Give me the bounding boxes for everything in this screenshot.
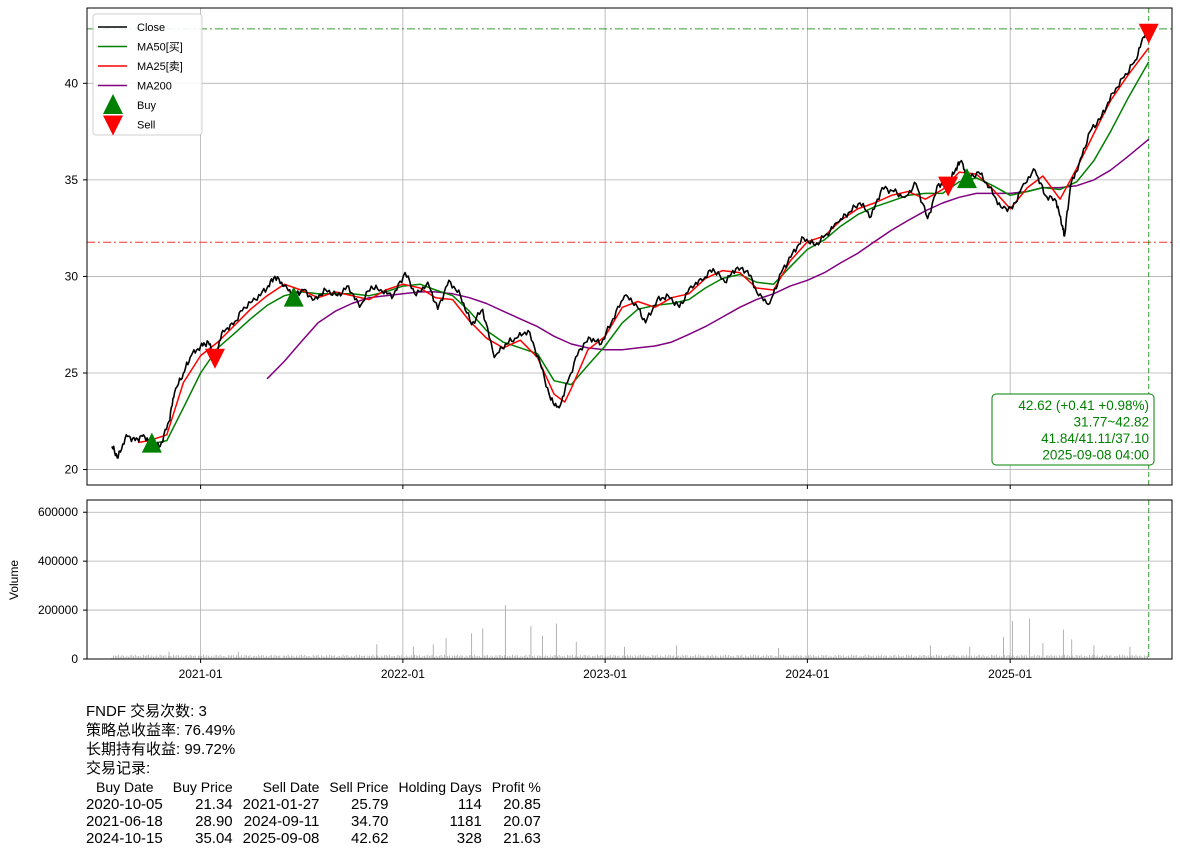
price-tick-label: 20 xyxy=(65,463,79,477)
series-line-ma25 xyxy=(137,47,1150,444)
table-row: 2020-10-05 21.34 2021-01-27 25.79 114 20… xyxy=(86,796,541,813)
last-price-annotation: 42.62 (+0.41 +0.98%) 31.77~42.8241.84/41.… xyxy=(991,393,1155,466)
legend-label-close: Close xyxy=(137,22,165,34)
trade-markers xyxy=(141,23,1159,453)
cell-holding-days: 328 xyxy=(456,830,482,847)
price-reference-lines xyxy=(87,8,1172,485)
annotation-line: 2025-09-08 04:00 xyxy=(1042,448,1149,463)
legend-label-ma200: MA200 xyxy=(137,81,172,93)
buy-hold-return: 长期持有收益: 99.72% xyxy=(86,741,236,758)
cell-buy-date: 2020-10-05 xyxy=(86,796,163,813)
cell-buy-date: 2024-10-15 xyxy=(86,830,163,847)
volume-axis-label: Volume xyxy=(7,560,21,600)
annotation-box xyxy=(991,393,1155,466)
cell-sell-price: 42.62 xyxy=(350,830,389,847)
price-tick-label: 30 xyxy=(65,269,79,283)
volume-panel: 0 200000 400000 600000 Volume 2021-01 2022-0… xyxy=(7,485,1173,681)
cell-profit: 20.85 xyxy=(503,796,541,813)
volume-tick-label: 400000 xyxy=(38,554,78,568)
legend-swatch-sell xyxy=(103,115,123,136)
volume-plot-frame xyxy=(86,499,1173,660)
sell-marker xyxy=(205,348,226,369)
price-panel: 20 25 30 35 40 Close MA50[买] MA25[卖] MA200 Buy Se… xyxy=(65,7,1173,486)
table-row: 2021-06-18 28.90 2024-09-11 34.70 1181 2… xyxy=(86,813,541,830)
cell-buy-price: 35.04 xyxy=(195,830,233,847)
trade-count: FNDF 交易次数: 3 xyxy=(86,703,207,720)
cell-buy-price: 21.34 xyxy=(195,796,233,813)
sell-marker xyxy=(1138,23,1159,44)
volume-tick-label: 600000 xyxy=(38,505,78,519)
legend-box xyxy=(92,13,203,136)
col-profit: Profit % xyxy=(491,779,541,795)
strategy-return: 策略总收益率: 76.49% xyxy=(86,722,236,739)
cell-buy-price: 28.90 xyxy=(195,813,233,830)
cell-sell-date: 2021-01-27 xyxy=(242,796,320,813)
price-series-lines xyxy=(111,31,1150,459)
x-tick-label: 2025-01 xyxy=(988,667,1032,681)
cell-profit: 20.07 xyxy=(503,813,541,830)
backtest-summary: FNDF 交易次数: 3 策略总收益率: 76.49% 长期持有收益: 99.7… xyxy=(86,702,786,847)
cell-sell-date: 2024-09-11 xyxy=(243,813,320,830)
buy-marker xyxy=(141,432,162,453)
x-tick-label: 2024-01 xyxy=(785,667,829,681)
legend-label-ma25: MA25[卖] xyxy=(137,60,183,73)
price-volume-chart: 20 25 30 35 40 Close MA50[买] MA25[卖] MA200 Buy Se… xyxy=(7,7,1173,681)
cell-holding-days: 114 xyxy=(457,796,482,813)
cell-buy-date: 2021-06-18 xyxy=(86,813,163,830)
records-label: 交易记录: xyxy=(86,760,151,777)
x-tick-label: 2022-01 xyxy=(381,667,425,681)
legend-label-sell: Sell xyxy=(137,120,155,132)
annotation-line: 31.77~42.82 xyxy=(1074,415,1149,430)
legend-swatch-buy xyxy=(103,94,123,114)
cell-holding-days: 1181 xyxy=(449,813,482,830)
series-line-close xyxy=(111,31,1150,459)
cell-sell-date: 2025-09-08 xyxy=(242,830,320,847)
price-y-ticks: 20 25 30 35 40 xyxy=(65,76,87,477)
price-tick-label: 40 xyxy=(65,76,79,90)
sell-marker xyxy=(938,176,959,197)
annotation-line: 42.62 (+0.41 +0.98%) xyxy=(1018,398,1149,413)
volume-grid xyxy=(87,500,1172,660)
col-sell-price: Sell Price xyxy=(329,779,389,795)
buy-marker xyxy=(956,168,977,189)
buy-marker xyxy=(283,286,304,307)
table-row: 2024-10-15 35.04 2025-09-08 42.62 328 21… xyxy=(86,830,541,847)
cell-profit: 21.63 xyxy=(503,830,541,847)
col-buy-date: Buy Date xyxy=(96,779,154,795)
price-plot-background xyxy=(87,8,1172,485)
volume-bars xyxy=(111,605,1148,659)
price-plot-frame xyxy=(86,7,1173,486)
legend-label-ma50: MA50[买] xyxy=(137,41,183,54)
table-header-row: Buy Date Buy Price Sell Date Sell Price … xyxy=(86,778,541,796)
annotation-line: 41.84/41.11/37.10 xyxy=(1041,431,1149,446)
col-sell-date: Sell Date xyxy=(262,779,320,795)
col-buy-price: Buy Price xyxy=(172,779,233,795)
cell-sell-price: 34.70 xyxy=(350,813,389,830)
col-holding-days: Holding Days xyxy=(398,779,482,795)
legend-label-buy: Buy xyxy=(137,100,156,112)
trade-records-table: Buy Date Buy Price Sell Date Sell Price … xyxy=(86,778,541,847)
volume-tick-label: 200000 xyxy=(38,603,78,617)
volume-tick-label: 0 xyxy=(71,652,78,666)
x-axis-ticks: 2021-01 2022-01 2023-01 2024-01 2025-01 xyxy=(179,485,1033,681)
price-tick-label: 35 xyxy=(65,173,79,187)
x-tick-label: 2023-01 xyxy=(583,667,627,681)
price-tick-label: 25 xyxy=(65,366,79,380)
legend: Close MA50[买] MA25[卖] MA200 Buy Sell xyxy=(92,13,203,136)
volume-y-ticks: 0 200000 400000 600000 xyxy=(38,505,87,666)
series-line-ma50 xyxy=(149,61,1150,446)
x-tick-label: 2021-01 xyxy=(179,667,223,681)
cell-sell-price: 25.79 xyxy=(350,796,389,813)
